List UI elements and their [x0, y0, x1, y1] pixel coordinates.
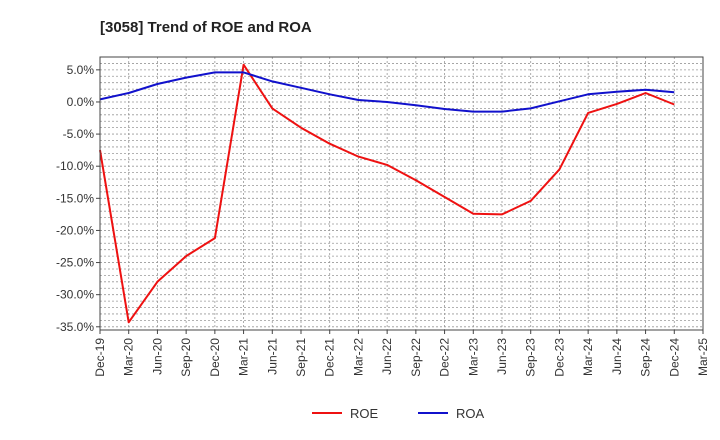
- x-tick-label: Mar-24: [581, 338, 595, 376]
- series-line-roe: [99, 63, 675, 324]
- x-axis-ticks: Dec-19 Mar-20 Jun-20 Sep-20 Dec-20 Mar-21 Jun-…: [93, 330, 710, 377]
- x-tick-label: Sep-20: [179, 338, 193, 377]
- series-line-roa: [99, 71, 675, 113]
- legend-label-roe: ROE: [350, 406, 379, 421]
- plot-frame: [99, 56, 704, 331]
- y-tick-label: 0.0%: [67, 95, 95, 109]
- y-tick-label: -25.0%: [56, 256, 94, 270]
- y-tick-label: -35.0%: [56, 320, 94, 334]
- x-tick-label: Mar-25: [696, 338, 710, 376]
- x-tick-label: Jun-22: [380, 338, 394, 375]
- x-tick-label: Dec-23: [552, 338, 566, 377]
- x-tick-label: Mar-23: [466, 338, 480, 376]
- x-tick-label: Jun-21: [265, 338, 279, 375]
- x-tick-label: Mar-22: [351, 338, 365, 376]
- x-tick-label: Sep-22: [409, 338, 423, 377]
- y-tick-label: -10.0%: [56, 159, 94, 173]
- x-tick-label: Sep-21: [294, 338, 308, 377]
- series-lines: [99, 63, 675, 324]
- y-axis-ticks: 5.0% 0.0% -5.0% -10.0% -15.0% -20.0% -25.0% -30…: [56, 63, 100, 334]
- chart-title: [3058] Trend of ROE and ROA: [100, 19, 312, 36]
- y-tick-label: -15.0%: [56, 191, 94, 205]
- x-tick-label: Dec-21: [323, 338, 337, 377]
- x-tick-label: Jun-20: [150, 338, 164, 375]
- y-tick-label: -20.0%: [56, 223, 94, 237]
- y-tick-label: -30.0%: [56, 288, 94, 302]
- y-tick-label: 5.0%: [67, 63, 95, 77]
- x-tick-label: Jun-24: [610, 338, 624, 375]
- x-tick-label: Mar-20: [122, 338, 136, 376]
- x-tick-label: Jun-23: [495, 338, 509, 375]
- x-tick-label: Dec-19: [93, 338, 107, 377]
- x-tick-label: Sep-24: [639, 338, 653, 377]
- grid-lines: [99, 56, 704, 330]
- x-tick-label: Dec-24: [667, 338, 681, 377]
- x-tick-label: Dec-22: [438, 338, 452, 377]
- legend: ROE ROA: [312, 406, 485, 421]
- y-tick-label: -5.0%: [63, 127, 95, 141]
- legend-label-roa: ROA: [456, 406, 485, 421]
- x-tick-label: Sep-23: [524, 338, 538, 377]
- x-tick-label: Mar-21: [237, 338, 251, 376]
- x-tick-label: Dec-20: [208, 338, 222, 377]
